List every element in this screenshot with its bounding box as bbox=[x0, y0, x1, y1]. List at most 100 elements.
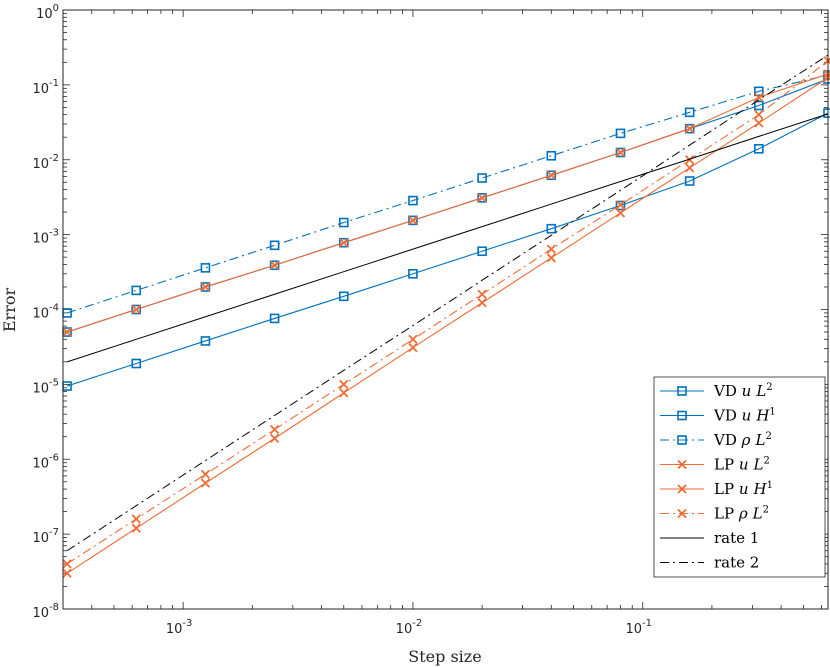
data-point bbox=[546, 244, 556, 254]
data-point bbox=[200, 263, 211, 273]
data-point bbox=[339, 379, 349, 390]
legend-label-var: u bbox=[739, 480, 749, 498]
y-tick-exponent: -2 bbox=[49, 153, 59, 164]
data-point bbox=[200, 282, 211, 292]
data-point bbox=[408, 334, 418, 344]
series-vd-rho-l2 bbox=[62, 70, 830, 318]
legend-label-sup: 2 bbox=[765, 431, 771, 442]
series-lp-u-l2 bbox=[62, 72, 830, 578]
data-point bbox=[477, 298, 487, 308]
y-tick-exponent: -5 bbox=[49, 377, 59, 388]
data-point bbox=[200, 469, 211, 479]
y-tick-base: 10 bbox=[32, 157, 49, 172]
legend-label: VD u L2 bbox=[713, 382, 773, 400]
data-point bbox=[677, 459, 687, 470]
data-point bbox=[339, 388, 349, 398]
legend-label: VD ρ L2 bbox=[713, 431, 772, 449]
legend-entry: LP ρ L2 bbox=[660, 505, 769, 523]
data-point bbox=[338, 237, 349, 248]
data-point bbox=[62, 327, 72, 337]
data-point bbox=[131, 304, 142, 315]
legend-label-norm: H bbox=[753, 480, 768, 498]
legend-label: rate 2 bbox=[714, 554, 759, 572]
legend-label: VD u H1 bbox=[713, 407, 776, 425]
data-point bbox=[408, 342, 418, 353]
y-tick-exponent: -1 bbox=[49, 78, 59, 89]
y-tick-exponent: -3 bbox=[49, 228, 59, 239]
legend-label-sup: 2 bbox=[766, 382, 772, 393]
legend-label-sup: 2 bbox=[763, 456, 769, 467]
series-vd-u-l2 bbox=[62, 108, 830, 391]
data-point bbox=[200, 478, 211, 488]
y-tick-base: 10 bbox=[32, 381, 49, 396]
legend-label-main: rate 1 bbox=[714, 529, 759, 547]
legend-entry: VD u L2 bbox=[660, 382, 773, 400]
series-rate-1 bbox=[66, 113, 829, 363]
y-tick-label: 10-4 bbox=[32, 303, 59, 322]
data-point bbox=[677, 508, 687, 519]
data-point bbox=[269, 424, 280, 435]
data-point bbox=[408, 215, 418, 226]
y-tick-base: 10 bbox=[32, 307, 49, 322]
legend-label-main: rate 2 bbox=[714, 554, 759, 572]
data-point bbox=[131, 285, 142, 296]
data-point bbox=[754, 100, 764, 111]
data-point bbox=[62, 559, 72, 569]
series-line bbox=[66, 74, 829, 314]
legend-label-main: LP bbox=[714, 480, 739, 498]
data-point bbox=[408, 268, 418, 279]
data-point bbox=[677, 484, 687, 494]
legend-label-norm: L bbox=[753, 456, 764, 474]
y-tick-label: 100 bbox=[36, 3, 59, 22]
data-point bbox=[754, 144, 764, 154]
data-point bbox=[339, 238, 349, 248]
legend-label-sup: 2 bbox=[763, 505, 769, 516]
data-point bbox=[269, 240, 280, 251]
legend-label-norm: H bbox=[755, 407, 770, 425]
legend-box bbox=[653, 376, 826, 578]
data-point bbox=[615, 147, 626, 158]
y-tick-label: 10-3 bbox=[32, 228, 59, 247]
data-point bbox=[338, 217, 349, 228]
data-point bbox=[685, 155, 695, 165]
data-point bbox=[615, 147, 626, 158]
data-point bbox=[684, 107, 695, 118]
legend-label-main: VD bbox=[713, 382, 742, 400]
data-point bbox=[477, 246, 487, 257]
data-point bbox=[62, 568, 72, 578]
legend-label-var: ρ bbox=[738, 505, 748, 523]
data-point bbox=[477, 173, 487, 183]
series-line bbox=[66, 112, 829, 387]
legend-label-norm: L bbox=[754, 431, 765, 449]
plot-frame bbox=[62, 9, 829, 610]
series-lp-rho-l2 bbox=[62, 56, 830, 569]
series-line bbox=[66, 77, 829, 574]
x-tick-base: 10 bbox=[396, 622, 413, 637]
y-axis-label: Error bbox=[0, 288, 19, 333]
legend-label-main: VD bbox=[713, 407, 742, 425]
x-tick-label: 10-2 bbox=[396, 618, 423, 637]
y-tick-exponent: 0 bbox=[53, 3, 59, 14]
data-point bbox=[754, 118, 764, 128]
data-point bbox=[131, 523, 141, 533]
y-tick-base: 10 bbox=[32, 232, 49, 247]
y-tick-label: 10-2 bbox=[32, 153, 59, 172]
legend-label-main: LP bbox=[714, 456, 739, 474]
legend-entry: LP u H1 bbox=[660, 480, 773, 498]
data-point bbox=[684, 176, 695, 186]
series-layer bbox=[62, 54, 830, 578]
legend-label: LP u H1 bbox=[714, 480, 773, 498]
x-tick-base: 10 bbox=[625, 622, 642, 637]
data-point bbox=[477, 193, 487, 203]
data-point bbox=[546, 170, 557, 181]
y-tick-exponent: -7 bbox=[49, 527, 59, 538]
legend-label-sup: 1 bbox=[767, 480, 773, 491]
data-point bbox=[677, 386, 687, 396]
series-lp-u-h1 bbox=[62, 69, 830, 337]
data-point bbox=[677, 410, 687, 421]
y-tick-exponent: -6 bbox=[49, 452, 59, 463]
x-axis-label: Step size bbox=[408, 647, 481, 666]
data-point bbox=[546, 150, 557, 161]
x-tick-exponent: -2 bbox=[412, 618, 422, 629]
